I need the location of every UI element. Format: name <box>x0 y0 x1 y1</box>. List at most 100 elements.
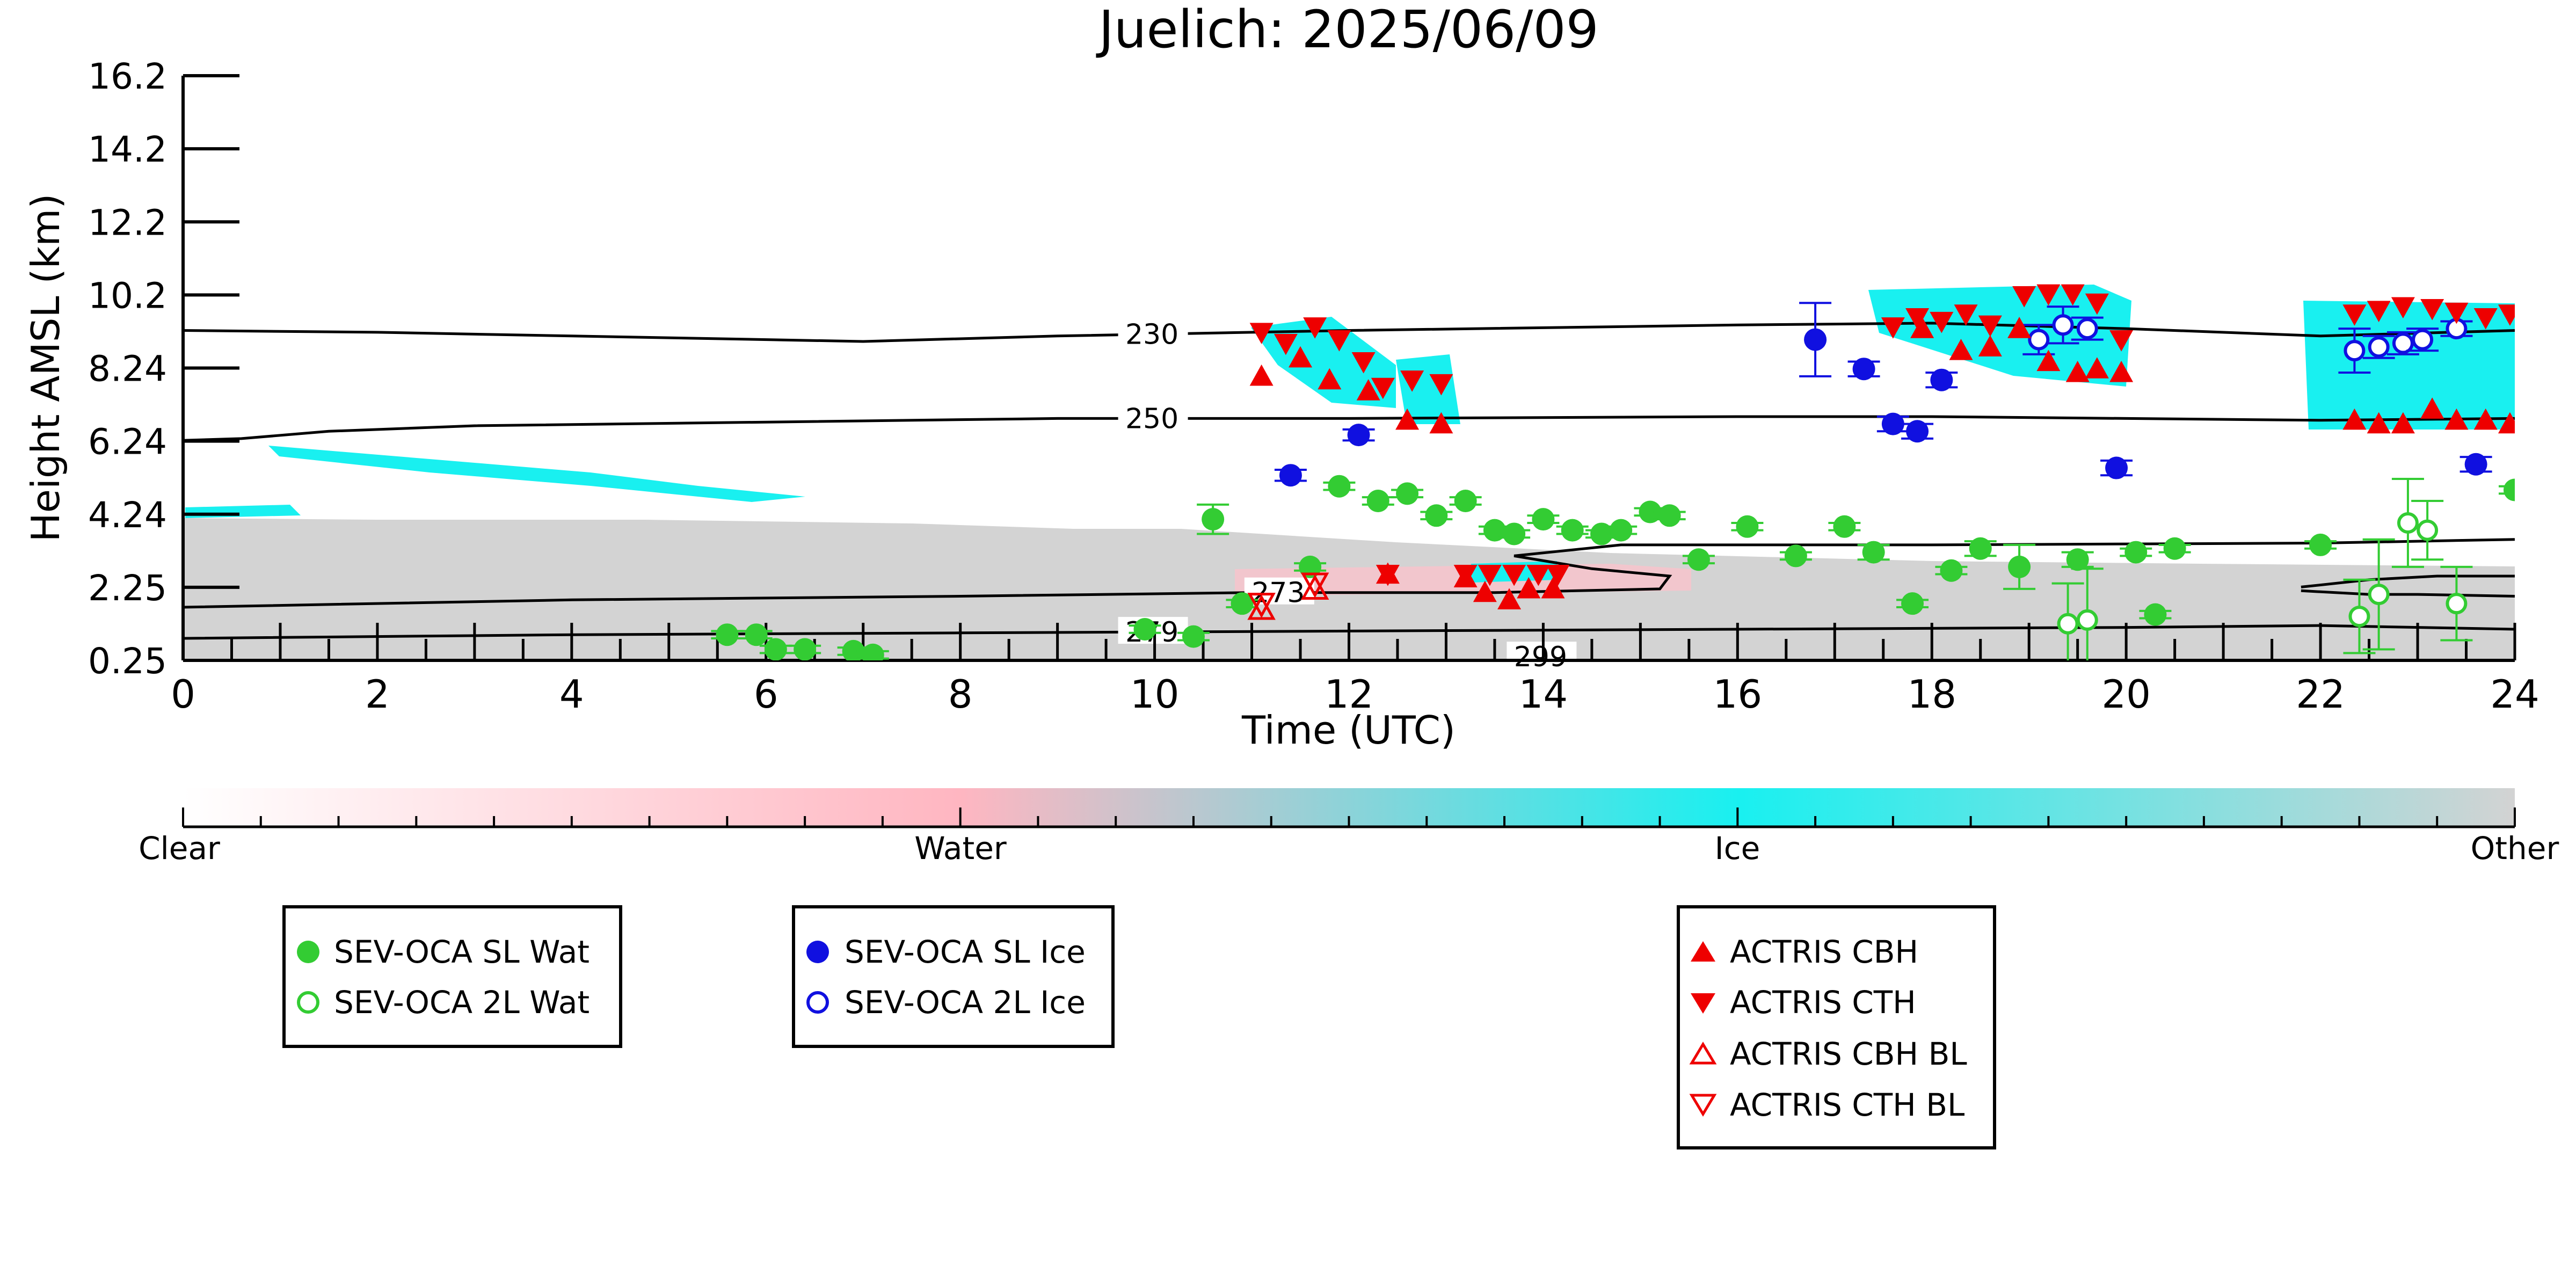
data-point <box>2342 408 2367 430</box>
data-point <box>2391 412 2415 434</box>
data-point <box>1949 339 1973 360</box>
data-point <box>1930 368 1953 391</box>
data-point <box>2309 533 2332 556</box>
legend-label: SEV-OCA 2L Ice <box>845 984 1086 1021</box>
x-tick-label: 24 <box>2490 672 2539 717</box>
data-point <box>1610 519 1633 542</box>
data-point <box>1639 500 1662 523</box>
data-point <box>2163 537 2186 560</box>
contour-label-bg <box>1507 642 1577 669</box>
legend-label: SEV-OCA SL Ice <box>845 934 1086 970</box>
data-point <box>1425 504 1448 527</box>
legend-label: ACTRIS CBH BL <box>1730 1036 1967 1072</box>
data-point <box>2036 284 2061 306</box>
data-point <box>2367 412 2391 434</box>
data-point <box>1247 594 1276 620</box>
colorbar-label-clear: Clear <box>139 830 220 867</box>
data-point <box>2344 340 2366 362</box>
x-tick-label: 20 <box>2101 672 2151 717</box>
legend-label: ACTRIS CTH <box>1730 984 1916 1021</box>
data-point <box>1687 548 1710 571</box>
data-point <box>1852 358 1875 381</box>
legend-label: SEV-OCA 2L Wat <box>334 984 590 1021</box>
data-point <box>1247 593 1276 618</box>
data-point <box>1483 519 1506 542</box>
data-point <box>2144 603 2167 626</box>
legend-water: SEV-OCA SL Wat SEV-OCA 2L Wat <box>282 905 622 1048</box>
data-point <box>1526 564 1551 586</box>
data-point <box>794 638 817 660</box>
data-point <box>2036 350 2061 372</box>
data-point <box>2446 593 2468 615</box>
legend-marker-cth <box>1691 993 1715 1014</box>
y-tick-label: 16.2 <box>88 56 167 97</box>
data-point <box>2109 330 2134 352</box>
legend-marker-sl-ice <box>806 941 829 963</box>
data-point <box>1279 464 1302 487</box>
data-point <box>2367 301 2391 322</box>
legend-label: ACTRIS CBH <box>1730 934 1918 970</box>
data-point <box>1249 323 1274 344</box>
data-point <box>2348 606 2370 628</box>
data-point <box>1497 588 1522 609</box>
data-point <box>1318 368 1342 390</box>
data-point <box>2085 293 2109 315</box>
data-point <box>2444 302 2469 324</box>
contour-label: 299 <box>1514 641 1567 673</box>
data-point <box>2109 361 2134 382</box>
contour-label: 250 <box>1125 403 1178 435</box>
chart-title: Juelich: 2025/06/09 <box>1096 0 1598 60</box>
x-tick-label: 18 <box>1907 672 1956 717</box>
other-region-upper <box>183 520 1074 596</box>
data-point <box>1429 374 1453 396</box>
y-tick-label: 6.24 <box>88 421 167 463</box>
data-point <box>2368 584 2390 606</box>
contour-label-bg <box>1118 403 1188 431</box>
contour-line <box>2301 574 2515 588</box>
data-point <box>1289 346 1313 368</box>
y-tick-label: 0.25 <box>88 641 167 682</box>
legend-label: SEV-OCA SL Wat <box>334 934 590 970</box>
data-point <box>2392 332 2414 354</box>
contour-line <box>2301 589 2515 598</box>
data-point <box>2076 318 2098 340</box>
y-axis-ticks: 0.25 2.25 4.24 6.24 8.24 10.2 12.2 14.2 16.2 <box>88 56 239 682</box>
ice-region-mid <box>268 446 805 502</box>
data-point <box>1906 420 1929 443</box>
y-tick-label: 12.2 <box>88 202 167 243</box>
legend-marker-cbh-bl <box>1689 1042 1717 1065</box>
data-point <box>1658 504 1681 527</box>
data-point <box>2012 286 2036 308</box>
data-point <box>2498 304 2515 326</box>
data-point <box>1351 352 1376 374</box>
data-point <box>1561 519 1584 542</box>
legend-marker-cth-bl <box>1689 1094 1717 1117</box>
y-tick-label: 2.25 <box>88 567 167 609</box>
x-tick-label: 4 <box>559 672 584 717</box>
x-tick-label: 16 <box>1713 672 1763 717</box>
data-series <box>711 284 2515 660</box>
data-point <box>2342 304 2367 326</box>
data-point <box>2028 329 2050 351</box>
x-tick-label: 8 <box>948 672 973 717</box>
data-point <box>1736 515 1759 538</box>
x-tick-label: 12 <box>1325 672 1374 717</box>
data-point <box>1274 333 1298 355</box>
data-point <box>2065 361 2090 382</box>
x-tick-label: 10 <box>1130 672 1180 717</box>
y-tick-label: 10.2 <box>88 275 167 316</box>
data-point <box>2105 456 2128 479</box>
data-point <box>1327 330 1351 352</box>
data-point <box>1478 564 1502 586</box>
x-tick-label: 0 <box>171 672 195 717</box>
series-sev-oca-2l-ice <box>2022 305 2473 374</box>
y-tick-label: 14.2 <box>88 129 167 170</box>
data-point <box>1590 522 1613 545</box>
data-point <box>1182 625 1205 648</box>
data-point <box>1978 315 2002 337</box>
colorbar-label-ice: Ice <box>1715 830 1760 867</box>
data-point <box>1833 515 1856 538</box>
cloud-mask-field <box>183 285 2515 660</box>
data-point <box>1910 317 1934 338</box>
data-point <box>1930 311 1954 333</box>
